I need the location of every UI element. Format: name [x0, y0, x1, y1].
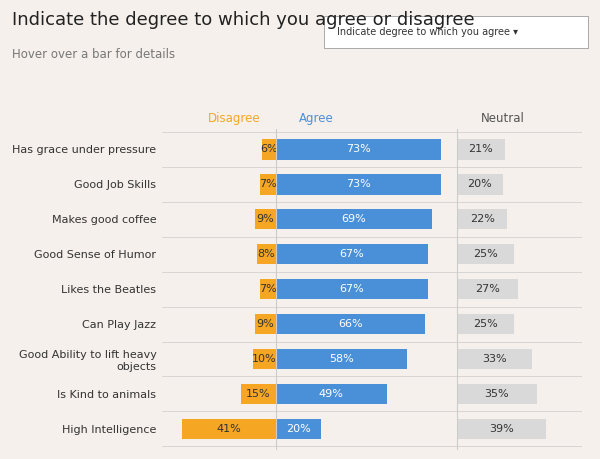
- Bar: [457, 140, 505, 160]
- Text: 9%: 9%: [256, 214, 274, 224]
- Bar: [257, 244, 275, 264]
- Text: 25%: 25%: [473, 249, 498, 259]
- Bar: [275, 174, 441, 195]
- Text: 21%: 21%: [469, 145, 493, 155]
- Bar: [457, 209, 507, 230]
- Text: 73%: 73%: [346, 179, 371, 190]
- Text: 7%: 7%: [259, 179, 277, 190]
- Text: 33%: 33%: [482, 354, 507, 364]
- Bar: [457, 174, 503, 195]
- Text: 39%: 39%: [489, 424, 514, 434]
- Text: Indicate the degree to which you agree or disagree: Indicate the degree to which you agree o…: [12, 11, 475, 29]
- Bar: [260, 279, 275, 299]
- Bar: [182, 419, 275, 439]
- Bar: [275, 384, 387, 404]
- Text: 66%: 66%: [338, 319, 363, 329]
- Bar: [255, 209, 275, 230]
- Bar: [457, 314, 514, 334]
- Text: 10%: 10%: [252, 354, 277, 364]
- Bar: [275, 140, 441, 160]
- Text: Disagree: Disagree: [208, 112, 261, 125]
- Bar: [241, 384, 275, 404]
- Text: 6%: 6%: [260, 145, 278, 155]
- Bar: [275, 349, 407, 369]
- Bar: [457, 279, 518, 299]
- Bar: [457, 244, 514, 264]
- Text: 35%: 35%: [485, 389, 509, 399]
- Text: 58%: 58%: [329, 354, 354, 364]
- Text: 67%: 67%: [339, 249, 364, 259]
- Bar: [457, 419, 545, 439]
- Text: 25%: 25%: [473, 319, 498, 329]
- Text: Agree: Agree: [299, 112, 334, 125]
- Bar: [255, 314, 275, 334]
- Bar: [275, 419, 321, 439]
- Text: Hover over a bar for details: Hover over a bar for details: [12, 48, 175, 61]
- Text: 67%: 67%: [339, 284, 364, 294]
- Text: 9%: 9%: [256, 319, 274, 329]
- Text: 22%: 22%: [470, 214, 494, 224]
- Text: 7%: 7%: [259, 284, 277, 294]
- Text: Indicate degree to which you agree ▾: Indicate degree to which you agree ▾: [337, 27, 518, 37]
- Bar: [275, 314, 425, 334]
- Bar: [260, 174, 275, 195]
- Text: 27%: 27%: [475, 284, 500, 294]
- Bar: [275, 209, 432, 230]
- Text: Neutral: Neutral: [481, 112, 524, 125]
- Bar: [457, 349, 532, 369]
- Bar: [253, 349, 275, 369]
- Text: 20%: 20%: [467, 179, 492, 190]
- Text: 20%: 20%: [286, 424, 311, 434]
- Bar: [262, 140, 275, 160]
- Bar: [275, 244, 428, 264]
- Text: 8%: 8%: [257, 249, 275, 259]
- Text: 15%: 15%: [246, 389, 271, 399]
- Bar: [457, 384, 536, 404]
- Text: 41%: 41%: [217, 424, 241, 434]
- Text: 73%: 73%: [346, 145, 371, 155]
- Bar: [275, 279, 428, 299]
- Text: 69%: 69%: [341, 214, 366, 224]
- Text: 49%: 49%: [319, 389, 344, 399]
